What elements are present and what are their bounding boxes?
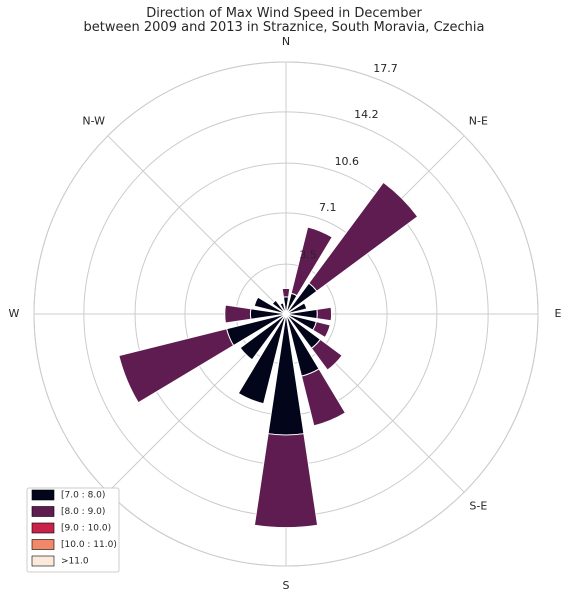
radial-tick-labels: 3.5 7.1 10.6 14.2 17.7	[299, 62, 397, 262]
chart-title-line-1: Direction of Max Wind Speed in December	[146, 6, 422, 21]
bar-sector-6-series-1	[310, 338, 343, 371]
bar-sector-13-series-0	[253, 296, 287, 315]
legend-label-1: [7.0 : 8.0)	[61, 491, 105, 501]
bar-sector-8-series-0	[267, 313, 305, 436]
radial-tick-label-4: 14.2	[354, 108, 379, 121]
direction-label-E: E	[555, 307, 562, 320]
bar-sector-11-series-1	[118, 328, 235, 404]
direction-label-N: N	[282, 35, 290, 48]
bar-sector-12-series-1	[224, 304, 252, 324]
legend-label-4: [10.0 : 11.0)	[61, 540, 117, 550]
legend-swatch-4	[31, 539, 55, 550]
legend-label-5: >11.0	[61, 557, 89, 567]
legend-swatch-2	[31, 506, 55, 517]
legend: [7.0 : 8.0) [8.0 : 9.0) [9.0 : 10.0) [10.0 …	[26, 487, 120, 573]
radial-tick-label-2: 7.1	[319, 201, 337, 214]
wind-bars	[118, 181, 419, 529]
direction-label-S-E: S-E	[469, 499, 487, 512]
legend-swatch-1	[31, 489, 55, 501]
bar-sector-2-series-1	[308, 181, 419, 292]
legend-swatch-3	[31, 522, 55, 534]
chart-title-line-2: between 2009 and 2013 in Straznice, Sout…	[84, 20, 485, 35]
bar-sector-3-series-0	[285, 302, 308, 315]
bar-sector-15-series-0	[279, 302, 287, 315]
bar-sector-14-series-0	[271, 299, 287, 315]
bar-sector-5-series-1	[312, 320, 331, 339]
direction-label-N-E: N-E	[469, 115, 488, 128]
bar-sector-10-series-0	[239, 313, 287, 361]
bar-sector-7-series-1	[300, 368, 347, 427]
bar-sector-9-series-0	[237, 313, 287, 405]
bar-sector-8-series-1	[253, 433, 319, 529]
radial-tick-label-1: 3.5	[299, 249, 317, 262]
direction-label-N-W: N-W	[82, 115, 105, 128]
direction-label-S: S	[283, 579, 290, 592]
legend-label-2: [8.0 : 9.0)	[61, 507, 105, 517]
bar-sector-1-series-1	[290, 226, 333, 297]
radial-tick-label-5: 17.7	[373, 62, 398, 75]
direction-label-W: W	[9, 307, 20, 320]
bar-sector-0-series-1	[281, 287, 291, 298]
bar-sector-4-series-1	[316, 306, 333, 322]
legend-label-3: [9.0 : 10.0)	[61, 524, 111, 534]
grid-spoke-N-W	[107, 135, 287, 315]
radial-tick-label-3: 10.6	[335, 155, 360, 168]
legend-swatch-5	[31, 555, 55, 567]
